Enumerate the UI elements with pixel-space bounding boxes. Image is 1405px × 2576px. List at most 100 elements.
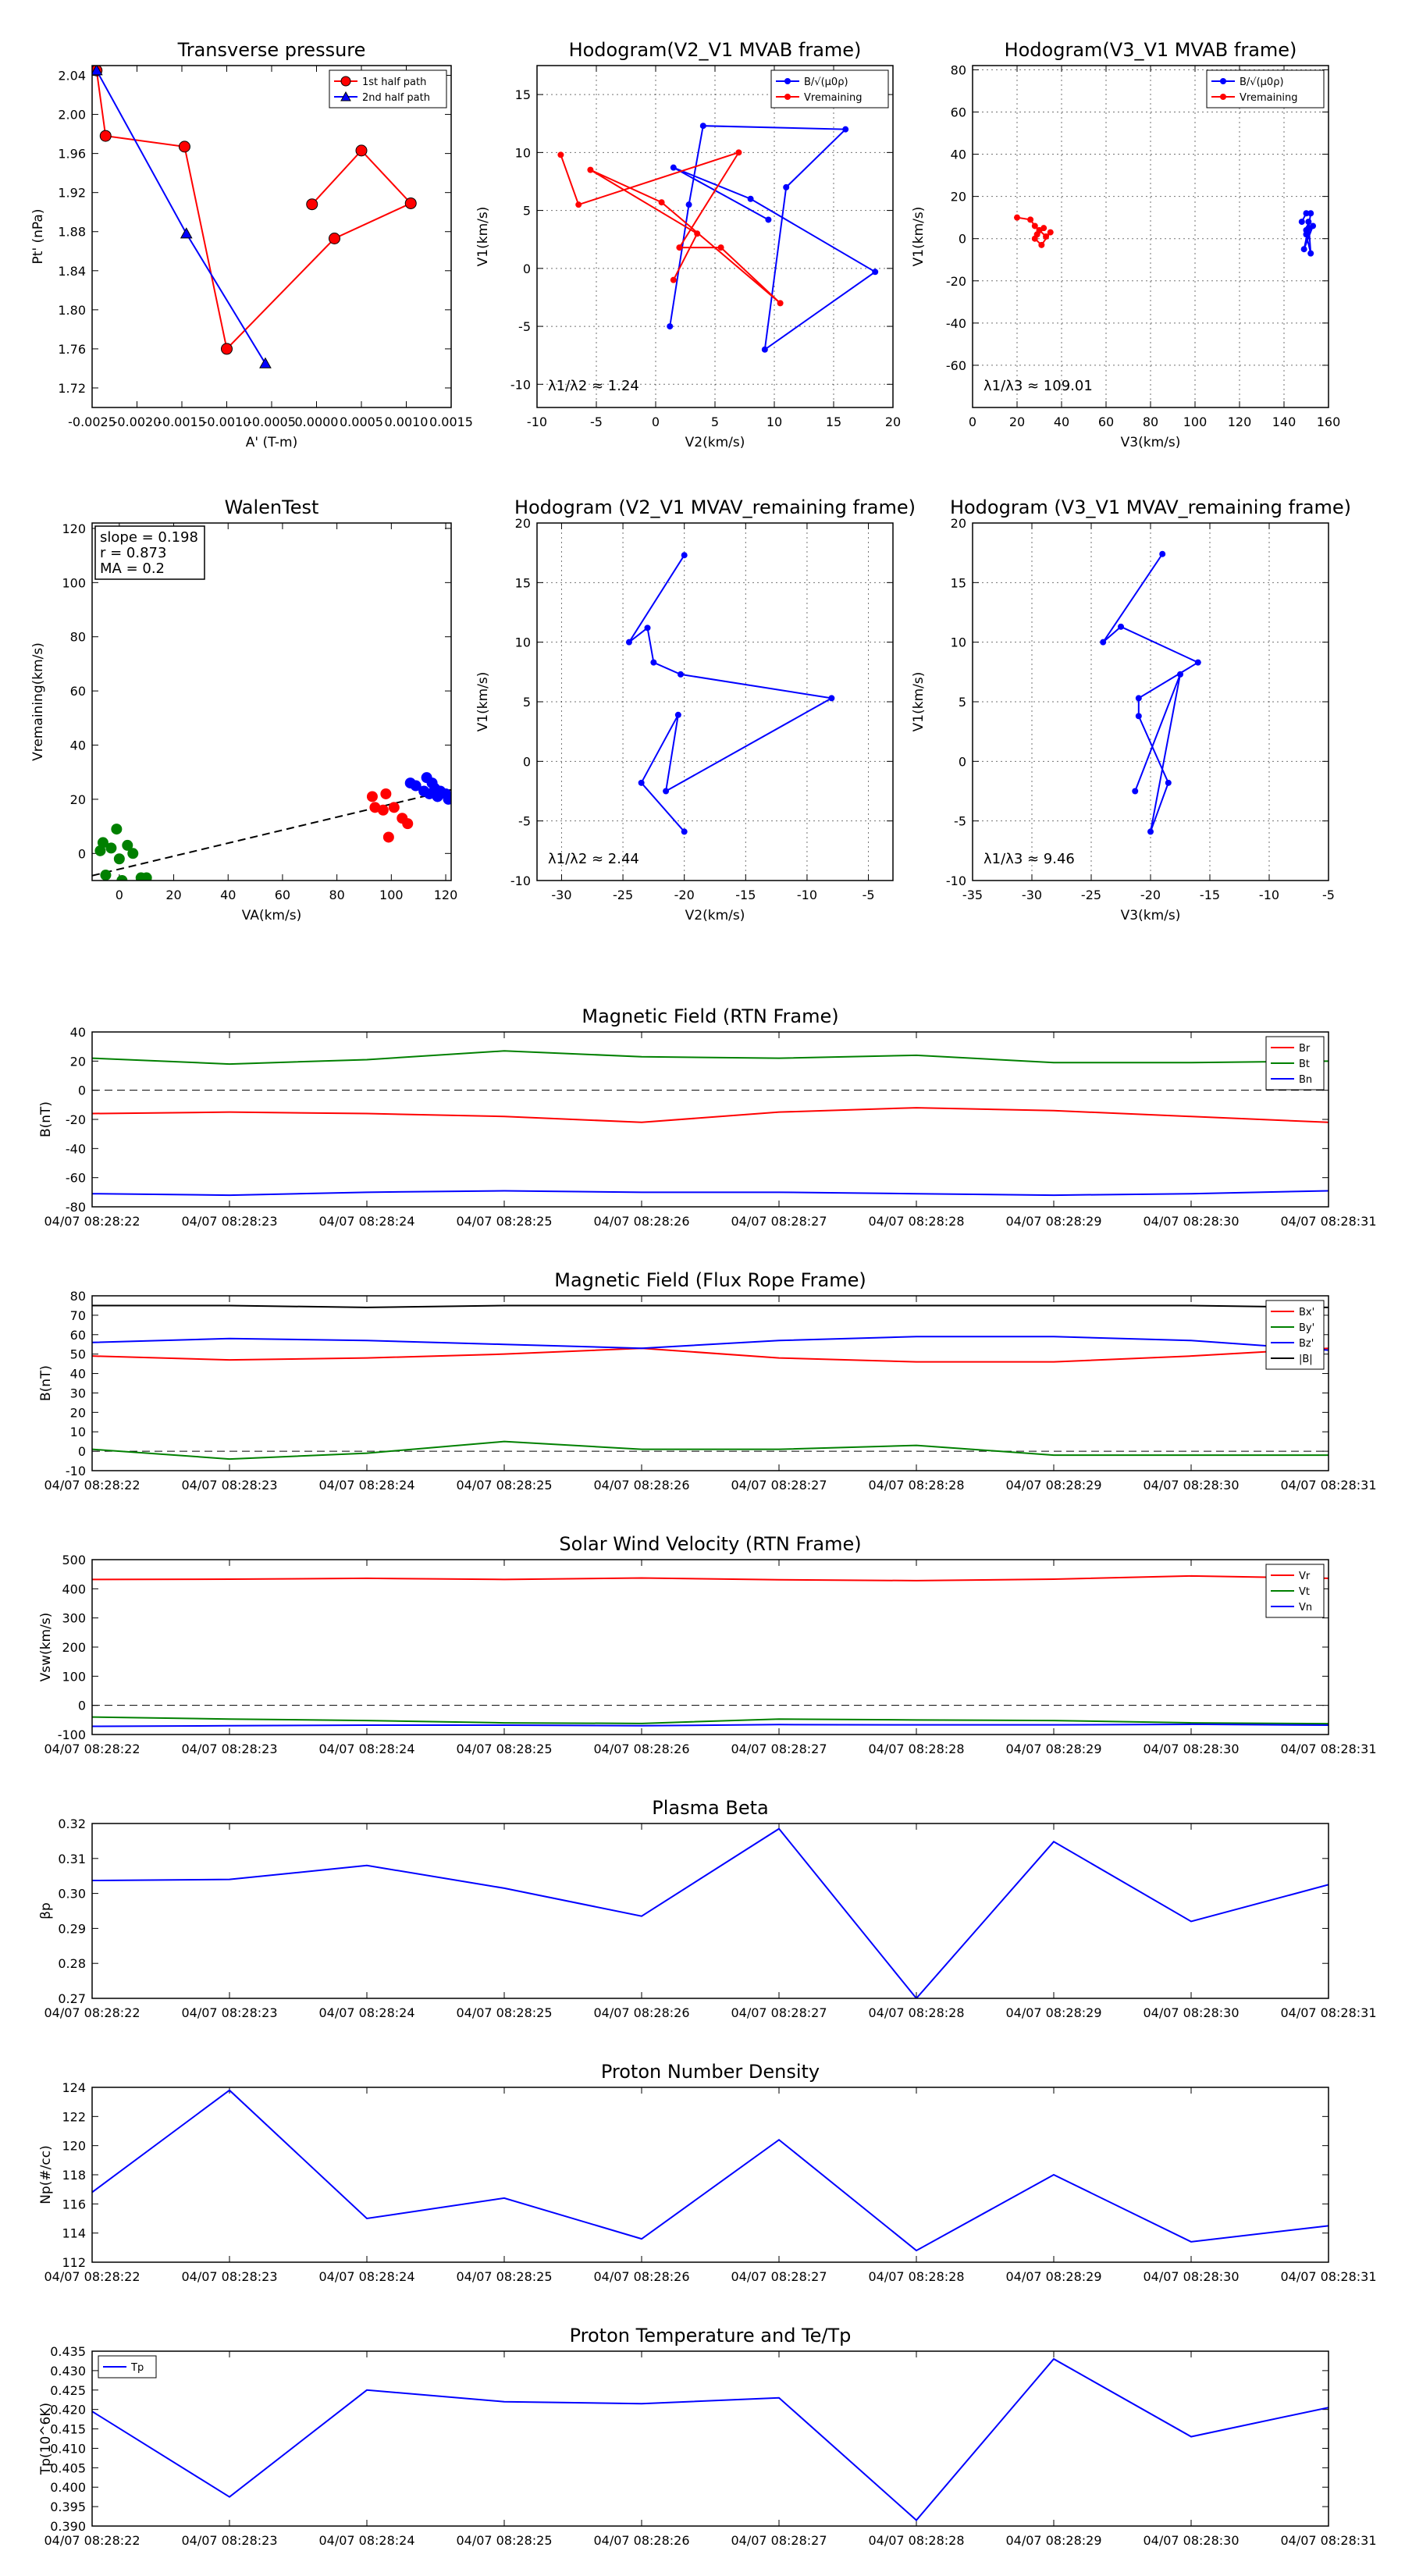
x-tick-label: 04/07 08:28:22	[44, 2269, 140, 2284]
series-1-line	[92, 1440, 1329, 1461]
y-tick-label: 0.405	[50, 2460, 86, 2475]
y-tick-label: 1.96	[58, 147, 86, 162]
data-point	[140, 872, 152, 881]
legend-label: Vt	[1299, 1586, 1310, 1598]
x-tick-label: 04/07 08:28:27	[731, 2005, 827, 2020]
legend-label: By'	[1299, 1322, 1314, 1334]
legend-marker	[784, 78, 791, 84]
x-tick-label: 04/07 08:28:30	[1143, 1742, 1239, 1756]
y-tick-label: 10	[70, 1425, 86, 1439]
x-tick-label: -25	[1081, 888, 1101, 902]
y-tick-label: 120	[62, 2139, 86, 2154]
y-tick-label: -80	[66, 1200, 86, 1215]
y-tick-label: 0.420	[50, 2403, 86, 2418]
data-point	[658, 199, 665, 206]
legend-label: Vremaining	[804, 92, 863, 104]
x-tick-label: 04/07 08:28:28	[868, 2005, 964, 2020]
y-tick-label: -10	[946, 873, 966, 888]
y-tick-label: 40	[70, 1025, 86, 1040]
x-tick-label: 04/07 08:28:31	[1280, 2269, 1376, 2284]
x-tick-label: 60	[1098, 415, 1114, 429]
x-tick-label: 04/07 08:28:29	[1005, 1478, 1101, 1493]
series-1-line	[92, 1716, 1329, 1725]
x-tick-label: -5	[863, 888, 875, 902]
x-tick-label: 04/07 08:28:27	[731, 1478, 827, 1493]
data-point	[650, 659, 657, 666]
series-0-line	[92, 2089, 1329, 2252]
y-tick-label: 0	[78, 1083, 86, 1098]
legend-label: B/√(μ0ρ)	[804, 76, 848, 88]
y-tick-label: 5	[523, 695, 531, 710]
axes-frame	[972, 522, 1329, 881]
plot-area	[92, 1574, 1329, 1727]
data-point	[127, 848, 139, 859]
y-tick-label: 80	[951, 62, 966, 77]
legend-label: Bx'	[1299, 1307, 1314, 1318]
x-tick-label: 04/07 08:28:24	[318, 2533, 414, 2548]
chart-title: Hodogram(V3_V1 MVAB frame)	[1005, 39, 1297, 61]
x-tick-label: 04/07 08:28:28	[868, 2269, 964, 2284]
data-point	[1165, 779, 1172, 786]
y-axis-label: βp	[38, 1902, 54, 1920]
y-tick-label: -10	[66, 1464, 86, 1478]
y-tick-label: 0.32	[58, 1816, 86, 1831]
data-point	[97, 837, 108, 849]
y-tick-label: 1.92	[58, 186, 86, 201]
data-point	[1305, 219, 1312, 226]
x-tick-label: 04/07 08:28:29	[1005, 2005, 1101, 2020]
x-tick-label: 04/07 08:28:27	[731, 2269, 827, 2284]
data-point	[105, 842, 117, 854]
legend-label: Bz'	[1299, 1338, 1314, 1350]
x-tick-label: 04/07 08:28:31	[1280, 2005, 1376, 2020]
x-tick-label: -5	[1322, 888, 1335, 902]
ratio-annotation: λ1/λ3 ≈ 109.01	[984, 378, 1093, 394]
data-point	[402, 818, 414, 830]
y-tick-label: 0	[959, 232, 966, 247]
data-point	[872, 269, 879, 276]
y-tick-label: 0.395	[50, 2500, 86, 2514]
y-tick-label: 5	[523, 204, 531, 219]
y-tick-label: 0.415	[50, 2422, 86, 2437]
axes-frame	[972, 65, 1329, 408]
x-tick-label: 120	[434, 888, 458, 902]
x-tick-label: -5	[590, 415, 603, 429]
data-point	[1031, 222, 1038, 229]
series-1-line	[92, 1050, 1329, 1066]
y-tick-label: -40	[946, 316, 966, 331]
x-tick-label: 04/07 08:28:24	[318, 1214, 414, 1229]
data-point	[388, 802, 400, 813]
x-tick-label: 04/07 08:28:24	[318, 1478, 414, 1493]
axes-frame	[91, 1559, 1329, 1735]
x-tick-label: 20	[1009, 415, 1025, 429]
axes-frame	[536, 65, 894, 408]
y-axis-label: B(nT)	[38, 1365, 54, 1401]
x-tick-label: 04/07 08:28:25	[456, 1478, 552, 1493]
x-tick-label: 0.0015	[429, 415, 473, 429]
x-tick-label: 04/07 08:28:26	[593, 1742, 689, 1756]
data-point	[1310, 222, 1317, 229]
data-point-circle	[404, 197, 417, 209]
panel-hodo-v3v1-mvav: Hodogram (V3_V1 MVAV_remaining frame) -35…	[911, 496, 1351, 923]
data-point	[1132, 788, 1139, 795]
data-point	[111, 824, 123, 835]
x-tick-label: 100	[379, 888, 404, 902]
panel-vsw: Solar Wind Velocity (RTN Frame) 04/07 08:…	[38, 1533, 1377, 1756]
panel-hodo-v2v1-mvav: Hodogram (V2_V1 MVAV_remaining frame) -30…	[475, 496, 916, 923]
y-tick-label: 0.410	[50, 2441, 86, 2456]
y-tick-label: 400	[62, 1582, 86, 1596]
panel-pressure: Transverse pressure -0.0025-0.0020-0.0015…	[30, 39, 473, 450]
x-tick-label: 04/07 08:28:31	[1280, 1742, 1376, 1756]
x-tick-label: 04/07 08:28:26	[593, 2269, 689, 2284]
chart-title: Proton Temperature and Te/Tp	[570, 2325, 852, 2347]
y-tick-label: 0	[523, 754, 531, 769]
x-tick-label: 04/07 08:28:26	[593, 2533, 689, 2548]
stats-line: slope = 0.198	[100, 529, 198, 546]
y-tick-label: 15	[515, 87, 531, 102]
plot-area	[92, 772, 451, 881]
chart-title: Hodogram (V2_V1 MVAV_remaining frame)	[514, 496, 916, 518]
series-0-line	[628, 554, 834, 833]
legend-marker	[784, 94, 791, 100]
y-tick-label: 80	[70, 1289, 86, 1304]
x-tick-label: 04/07 08:28:29	[1005, 2269, 1101, 2284]
